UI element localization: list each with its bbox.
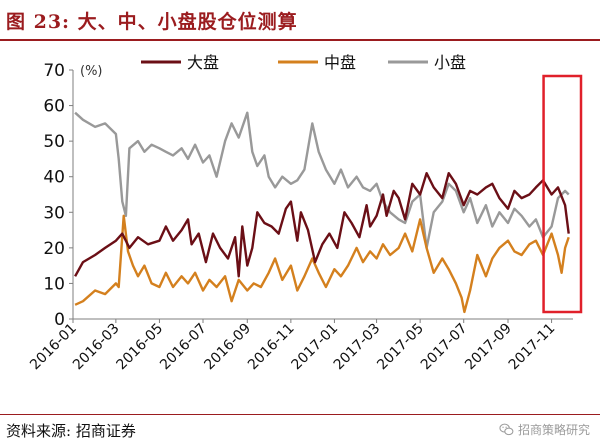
title-bar: 图 23: 大、中、小盘股仓位测算 [0, 0, 600, 41]
series-line-small-cap [74, 111, 570, 250]
title-divider [0, 39, 600, 41]
x-tick-label: 2017-09 [462, 321, 515, 374]
y-tick-label: 20 [43, 239, 65, 259]
legend: 大盘 中盘 小盘 [141, 53, 466, 72]
x-tick-label: 2016-11 [245, 321, 298, 374]
y-tick-label: 50 [43, 132, 65, 152]
legend-label: 小盘 [434, 53, 466, 72]
y-tick-label: 0 [54, 310, 65, 330]
x-tick-label: 2016-07 [157, 321, 210, 374]
watermark-text: 招商策略研究 [517, 423, 590, 437]
source-note: 资料来源: 招商证券 [6, 422, 136, 440]
x-tick-label: 2016-09 [201, 321, 254, 374]
x-tick-label: 2017-07 [418, 321, 471, 374]
highlight-layer [542, 74, 583, 314]
x-tick-label: 2017-03 [331, 321, 384, 374]
footer-divider [0, 414, 600, 415]
highlight-box [542, 74, 583, 314]
legend-label: 中盘 [324, 53, 356, 72]
y-tick-label: 60 [43, 97, 65, 117]
y-tick-label: 40 [43, 168, 65, 188]
series-line-mid-cap [74, 214, 570, 314]
watermark: 招商策略研究 [499, 421, 590, 438]
y-tick-label: 10 [43, 274, 65, 294]
x-tick-label: 2017-05 [374, 321, 427, 374]
y-tick-label: 30 [43, 203, 65, 223]
x-tick-label: 2017-11 [506, 321, 559, 374]
series-layer [74, 111, 570, 314]
legend-label: 大盘 [187, 53, 219, 72]
y-tick-label: 70 [43, 61, 65, 81]
wechat-icon [499, 423, 514, 436]
x-tick-label: 2016-03 [70, 321, 123, 374]
figure-title: 图 23: 大、中、小盘股仓位测算 [6, 11, 298, 33]
series-line-large-cap [74, 172, 570, 278]
unit-label: (%) [80, 64, 103, 79]
x-tick-label: 2016-05 [114, 321, 167, 374]
